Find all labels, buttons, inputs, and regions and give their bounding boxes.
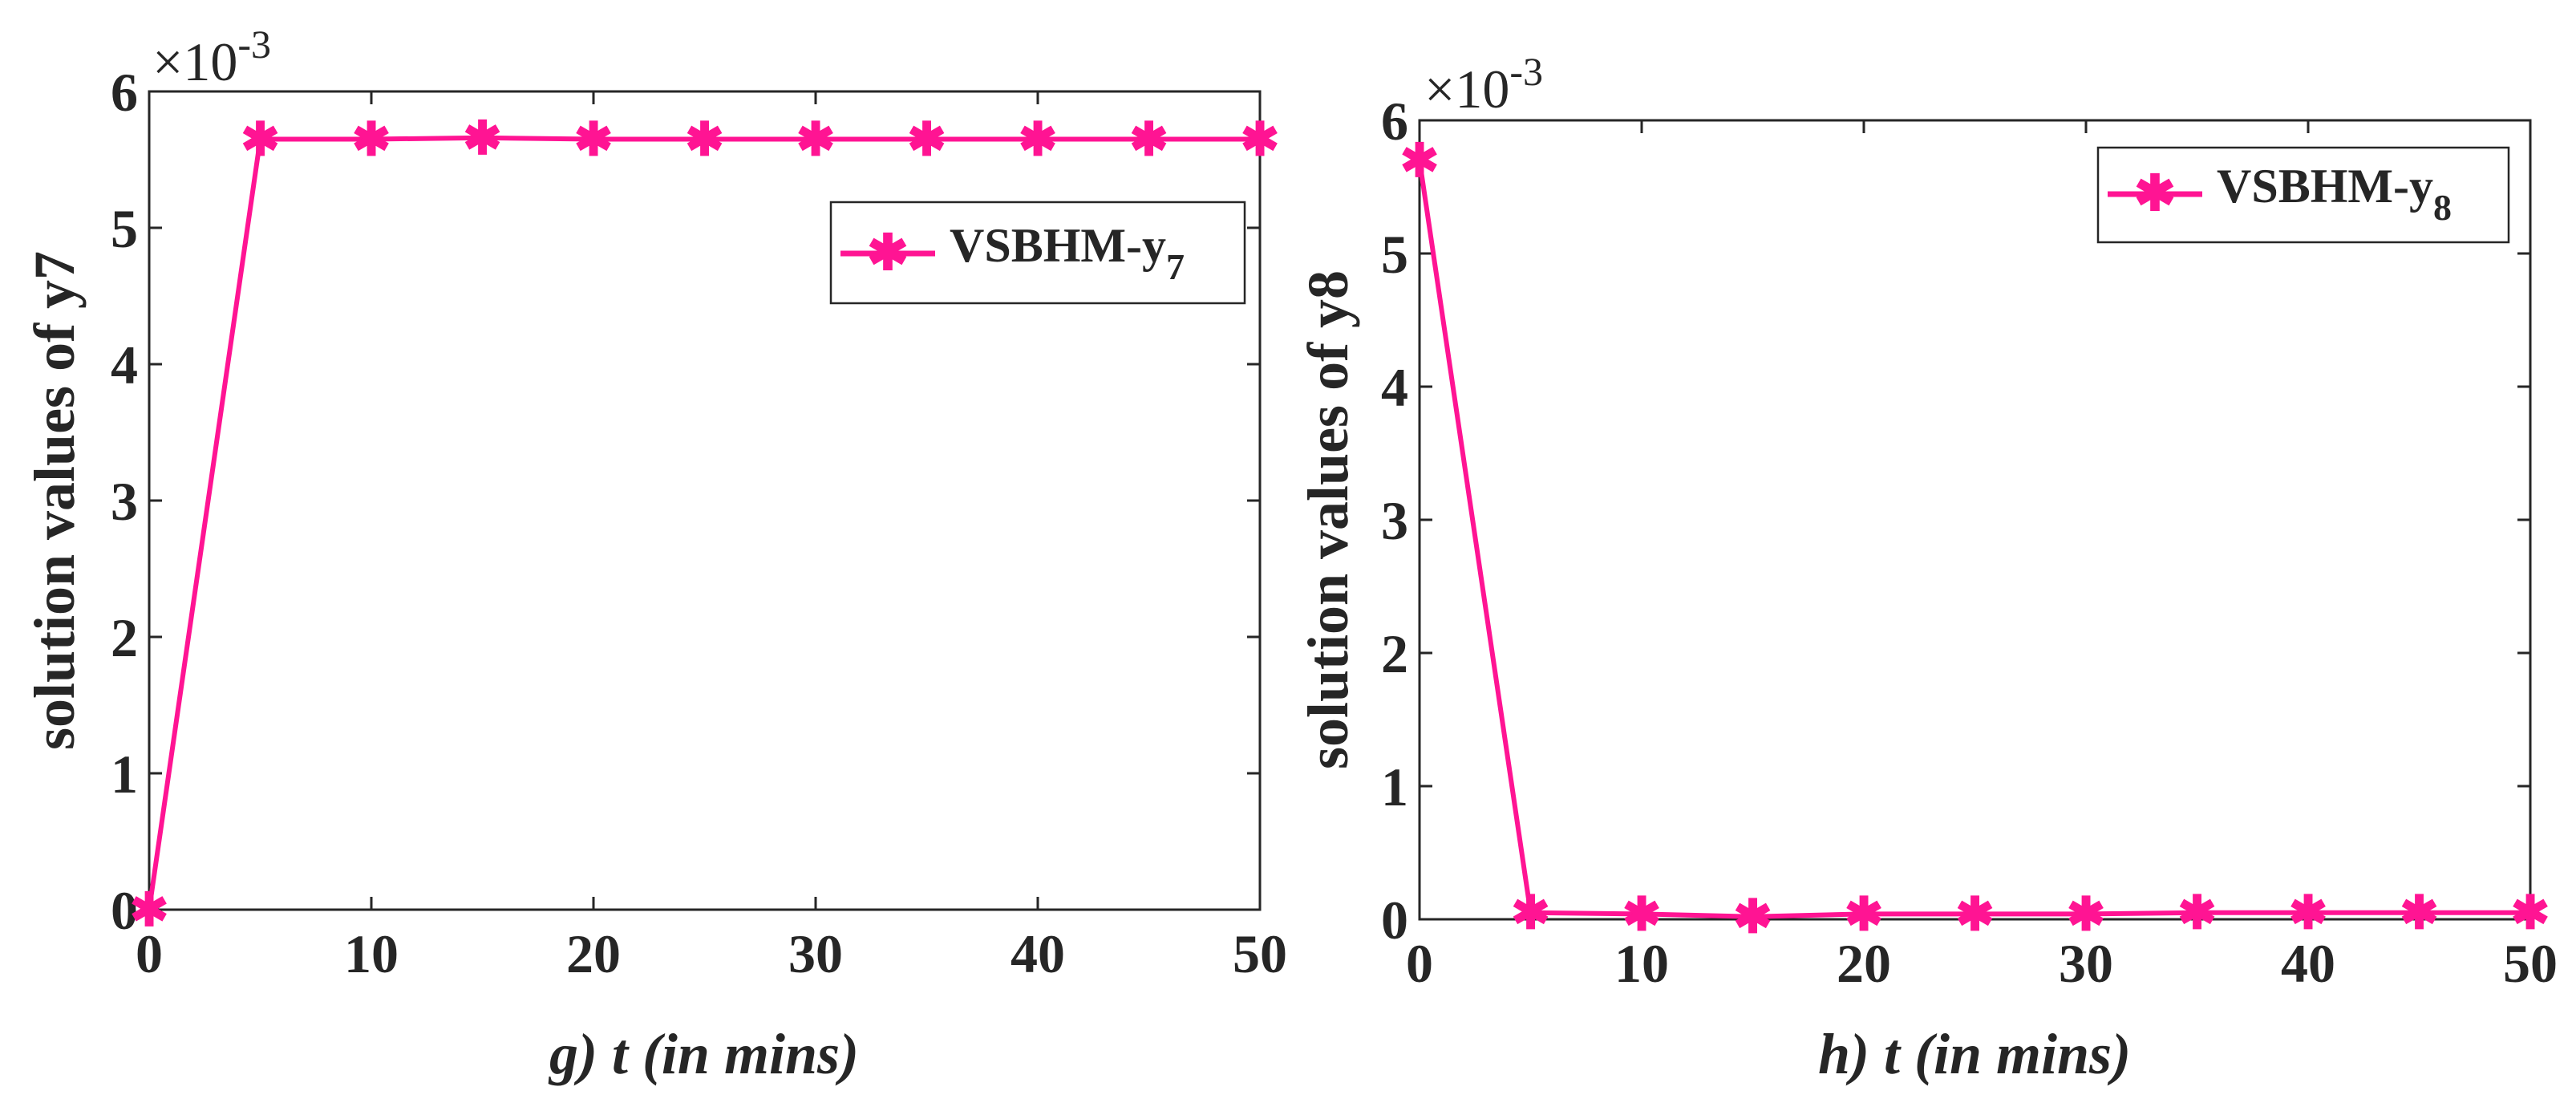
legend-marker-icon: ✱ bbox=[867, 226, 909, 281]
legend: ✱ VSBHM-y8 bbox=[2096, 146, 2510, 244]
y-tick-label: 2 bbox=[111, 607, 138, 668]
exponent-label: ×10-3 bbox=[1424, 49, 1543, 120]
data-point-marker: ✱ bbox=[1129, 114, 1169, 166]
x-tick-label: 20 bbox=[1837, 933, 1891, 994]
data-point-marker: ✱ bbox=[1733, 891, 1772, 943]
y-tick-label: 0 bbox=[1381, 890, 1408, 951]
series-line bbox=[1417, 160, 2530, 919]
data-point-marker: ✱ bbox=[1241, 114, 1280, 166]
legend-label-name: VSBHM-y bbox=[950, 219, 1166, 272]
x-tick-labels: 0 10 20 30 40 50 bbox=[1406, 120, 2558, 994]
legend-label: VSBHM-y8 bbox=[2217, 160, 2452, 228]
data-point-marker: ✱ bbox=[241, 114, 280, 166]
series-marks: ✱ ✱ ✱ ✱ ✱ ✱ ✱ ✱ ✱ ✱ ✱ bbox=[1400, 135, 2550, 943]
data-point-marker: ✱ bbox=[2511, 887, 2550, 939]
data-point-marker: ✱ bbox=[574, 114, 614, 166]
legend-label-name: VSBHM-y bbox=[2217, 160, 2433, 213]
y-tick-label: 4 bbox=[1381, 357, 1408, 418]
data-point-marker: ✱ bbox=[2400, 887, 2439, 939]
data-point-marker: ✱ bbox=[907, 114, 946, 166]
exponent-base: ×10 bbox=[1424, 59, 1509, 120]
data-point-marker: ✱ bbox=[1019, 114, 1058, 166]
y-tick-label: 6 bbox=[111, 62, 138, 123]
y-tick-label: 4 bbox=[111, 335, 138, 395]
series-line bbox=[147, 135, 1260, 910]
data-point-marker: ✱ bbox=[1511, 887, 1550, 939]
x-tick-label: 50 bbox=[1233, 923, 1287, 984]
data-point-marker: ✱ bbox=[1622, 888, 1662, 940]
y-tick-label: 0 bbox=[111, 880, 138, 941]
data-point-marker: ✱ bbox=[2289, 887, 2328, 939]
x-tick-label: 0 bbox=[136, 923, 163, 984]
data-point-marker: ✱ bbox=[352, 114, 391, 166]
legend-label-subscript: 8 bbox=[2433, 187, 2452, 228]
x-tick-label: 0 bbox=[1406, 933, 1433, 994]
x-tick-label: 40 bbox=[2281, 933, 2335, 994]
data-point-marker: ✱ bbox=[1845, 888, 1884, 940]
data-point-marker: ✱ bbox=[1400, 135, 1440, 187]
y-tick-label: 3 bbox=[1381, 490, 1408, 551]
y-tick-label: 1 bbox=[1381, 756, 1408, 817]
x-tick-label: 50 bbox=[2503, 933, 2558, 994]
y-tick-label: 3 bbox=[111, 471, 138, 532]
exponent-power: -3 bbox=[1509, 49, 1543, 94]
x-axis-label: h) t (in mins) bbox=[1818, 1022, 2131, 1086]
y-axis-label: solution values of y8 bbox=[1296, 270, 1360, 769]
y-tick-label: 2 bbox=[1381, 623, 1408, 684]
data-point-marker: ✱ bbox=[1955, 888, 1995, 940]
y-tick-label: 5 bbox=[1381, 224, 1408, 285]
legend-label: VSBHM-y7 bbox=[950, 219, 1185, 287]
plot-area bbox=[1418, 119, 2532, 921]
data-point-marker: ✱ bbox=[685, 114, 724, 166]
x-tick-label: 20 bbox=[566, 923, 621, 984]
chart-panel-g: 0 1 2 3 4 5 6 0 10 20 30 40 50 ✱ ✱ ✱ ✱ ✱ ✱ ✱ ✱ ✱ ✱ ✱ g) t (in… bbox=[22, 22, 1287, 1086]
y-tick-label: 1 bbox=[111, 744, 138, 805]
y-tick-label: 6 bbox=[1381, 91, 1408, 152]
data-point-marker: ✱ bbox=[796, 114, 836, 166]
chart-panel-h: 0 1 2 3 4 5 6 0 10 20 30 40 50 ✱ ✱ ✱ ✱ ✱ ✱ ✱ ✱ ✱ ✱ ✱ h) t (in… bbox=[1296, 49, 2558, 1086]
x-axis-label: g) t (in mins) bbox=[548, 1022, 859, 1086]
exponent-base: ×10 bbox=[152, 31, 237, 92]
legend-marker-icon: ✱ bbox=[2134, 167, 2176, 221]
data-point-marker: ✱ bbox=[2177, 887, 2217, 939]
y-axis-label: solution values of y7 bbox=[22, 251, 87, 750]
data-point-marker: ✱ bbox=[2067, 888, 2106, 940]
exponent-power: -3 bbox=[237, 22, 271, 67]
legend: ✱ VSBHM-y7 bbox=[829, 201, 1246, 305]
x-tick-label: 10 bbox=[344, 923, 399, 984]
exponent-label: ×10-3 bbox=[152, 22, 271, 92]
y-tick-label: 5 bbox=[111, 198, 138, 259]
x-tick-label: 30 bbox=[2059, 933, 2113, 994]
series-marks: ✱ ✱ ✱ ✱ ✱ ✱ ✱ ✱ ✱ ✱ ✱ bbox=[130, 112, 1280, 936]
data-point-marker: ✱ bbox=[463, 112, 502, 164]
y-tick-labels: 0 1 2 3 4 5 6 bbox=[1381, 91, 2530, 951]
x-tick-label: 30 bbox=[788, 923, 843, 984]
x-tick-label: 10 bbox=[1614, 933, 1669, 994]
legend-label-subscript: 7 bbox=[1166, 246, 1185, 287]
data-point-marker: ✱ bbox=[130, 884, 169, 936]
y-tick-labels: 0 1 2 3 4 5 6 bbox=[111, 62, 1260, 941]
x-tick-labels: 0 10 20 30 40 50 bbox=[136, 91, 1287, 984]
x-tick-label: 40 bbox=[1011, 923, 1065, 984]
